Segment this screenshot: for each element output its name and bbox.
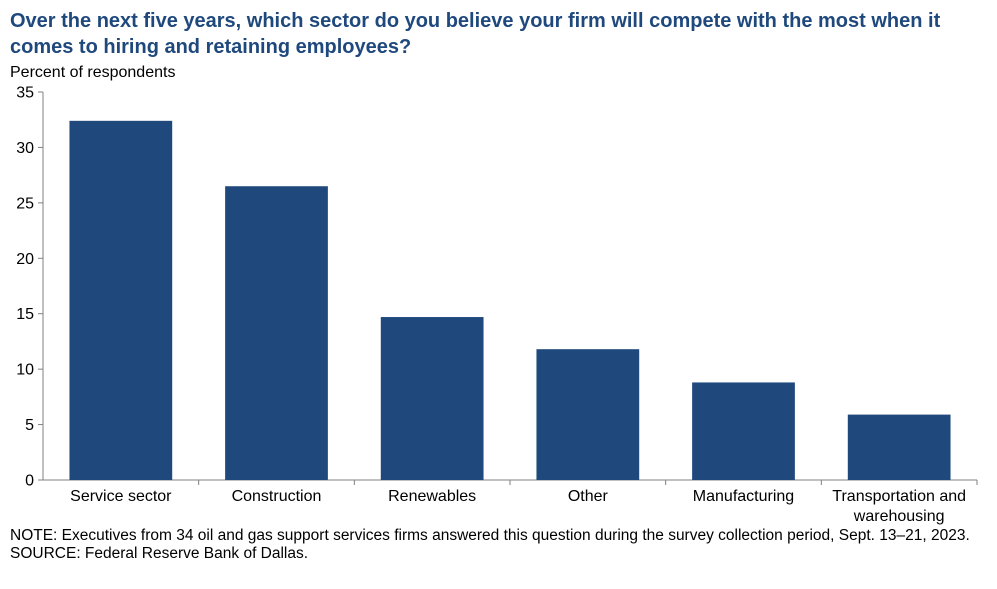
y-tick-label: 0: [25, 473, 34, 490]
note-text: NOTE: Executives from 34 oil and gas sup…: [10, 527, 970, 544]
y-tick-label: 20: [16, 251, 34, 268]
y-tick-label: 5: [25, 417, 34, 434]
footnotes: NOTE: Executives from 34 oil and gas sup…: [10, 527, 985, 563]
x-tick-label: Manufacturing: [693, 488, 794, 505]
chart-title: Over the next five years, which sector d…: [10, 10, 941, 58]
bar: [225, 186, 328, 480]
y-tick-label: 10: [16, 362, 34, 379]
y-tick-label: 35: [16, 85, 34, 102]
bar: [536, 349, 640, 480]
bar: [847, 414, 951, 480]
x-tick-label: Renewables: [388, 488, 476, 505]
source-text: SOURCE: Federal Reserve Bank of Dallas.: [10, 545, 309, 562]
bar: [69, 120, 173, 480]
x-tick-label: Construction: [232, 488, 322, 505]
x-tick-label: Other: [568, 488, 609, 505]
y-tick-label: 25: [16, 195, 34, 212]
x-tick-label: Service sector: [70, 488, 172, 505]
x-tick-label: Transportation and warehousing: [832, 488, 966, 525]
y-tick-label: 15: [16, 306, 34, 323]
y-axis-label: Percent of respondents: [10, 64, 176, 81]
y-tick-label: 30: [16, 140, 34, 157]
bar: [692, 382, 795, 480]
bar: [380, 317, 484, 480]
